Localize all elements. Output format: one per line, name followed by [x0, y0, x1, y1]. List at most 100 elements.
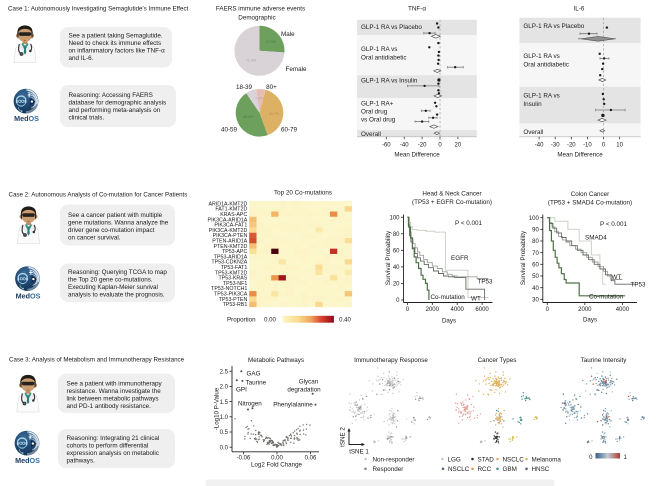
svg-text:driver gene co-mutation impact: driver gene co-mutation impact	[68, 227, 155, 234]
svg-text:STAD: STAD	[478, 457, 495, 464]
svg-text:Top 20 Co-mutations: Top 20 Co-mutations	[274, 190, 332, 197]
svg-text:0: 0	[438, 142, 442, 148]
svg-text:Responder: Responder	[373, 466, 404, 473]
svg-text:database for demographic analy: database for demographic analysis	[69, 100, 167, 107]
svg-text:6000: 6000	[475, 307, 489, 313]
svg-text:EGFR: EGFR	[451, 255, 469, 262]
svg-text:GLP-1 RA vs Placebo: GLP-1 RA vs Placebo	[361, 24, 422, 31]
svg-text:0: 0	[546, 307, 550, 313]
svg-text:-40: -40	[400, 142, 409, 148]
svg-text:PIK3CA-ARID1A: PIK3CA-ARID1A	[208, 217, 248, 223]
svg-text:PTEN-ARID1A: PTEN-ARID1A	[212, 238, 247, 244]
svg-text:and IL-6.: and IL-6.	[69, 55, 94, 62]
svg-text:Mean Difference: Mean Difference	[394, 152, 440, 159]
svg-text:PIK3CA-KMT2D: PIK3CA-KMT2D	[209, 228, 248, 234]
svg-text:Days: Days	[442, 318, 456, 325]
svg-text:20: 20	[455, 142, 462, 148]
svg-text:TP53-APC: TP53-APC	[222, 249, 247, 255]
svg-text:GLP-1 RA vs: GLP-1 RA vs	[523, 93, 559, 100]
svg-text:80: 80	[532, 239, 539, 245]
svg-text:-20: -20	[418, 142, 427, 148]
svg-text:FAT1-KMT2D: FAT1-KMT2D	[215, 207, 247, 213]
svg-text:10: 10	[616, 142, 623, 148]
svg-text:and performing meta-analysis o: and performing meta-analysis on	[69, 107, 161, 114]
svg-text:Cancer Types: Cancer Types	[478, 357, 517, 364]
svg-text:0.5: 0.5	[220, 430, 229, 436]
svg-text:Survival Probability: Survival Probability	[385, 230, 392, 285]
svg-text:(TP53 + SMAD4 Co-mutation): (TP53 + SMAD4 Co-mutation)	[548, 200, 632, 207]
svg-text:50: 50	[532, 274, 539, 280]
svg-text:Case 2: Autonomous Analysis of: Case 2: Autonomous Analysis of Co-mutati…	[9, 192, 188, 199]
svg-text:Phenylalanine: Phenylalanine	[273, 402, 313, 409]
svg-text:GAG: GAG	[247, 371, 261, 378]
svg-text:0.00: 0.00	[264, 318, 276, 324]
svg-text:Reasoning: Integrating 21 clin: Reasoning: Integrating 21 clinical	[67, 435, 160, 442]
svg-text:Female: Female	[286, 66, 307, 73]
svg-text:Glycan: Glycan	[299, 379, 319, 386]
svg-text:4.85%: 4.85%	[256, 97, 265, 101]
svg-text:Male: Male	[281, 31, 295, 38]
svg-text:Overall: Overall	[523, 129, 543, 136]
svg-text:Overall: Overall	[361, 131, 381, 138]
svg-text:RCC: RCC	[478, 466, 492, 473]
svg-text:4000: 4000	[451, 307, 465, 313]
svg-text:vs Oral drug: vs Oral drug	[361, 117, 396, 124]
svg-text:Taurine Intensity: Taurine Intensity	[581, 357, 628, 364]
svg-text:FAERS immune adverse events: FAERS immune adverse events	[216, 6, 305, 13]
svg-text:TP53: TP53	[478, 279, 494, 286]
svg-text:0: 0	[396, 298, 400, 304]
svg-text:27.6%: 27.6%	[266, 40, 277, 44]
svg-text:0: 0	[406, 307, 410, 313]
svg-text:PTEN-KMT2D: PTEN-KMT2D	[213, 244, 247, 250]
svg-text:TP53-PIK3CA: TP53-PIK3CA	[214, 292, 248, 298]
svg-text:2.0: 2.0	[220, 385, 229, 391]
svg-text:-30: -30	[551, 142, 560, 148]
svg-text:P < 0.001: P < 0.001	[455, 220, 483, 227]
svg-text:GPI: GPI	[236, 387, 247, 394]
svg-text:ARID1A-KMT2D: ARID1A-KMT2D	[208, 201, 247, 207]
svg-text:link between metabolic pathway: link between metabolic pathways	[67, 396, 159, 403]
svg-text:-40: -40	[535, 142, 544, 148]
svg-text:0.00: 0.00	[271, 456, 283, 462]
svg-text:1.5: 1.5	[220, 400, 229, 406]
svg-text:LGG: LGG	[448, 457, 461, 464]
svg-text:0: 0	[602, 142, 606, 148]
svg-text:-60: -60	[382, 142, 391, 148]
svg-text:Immunotherapy Response: Immunotherapy Response	[354, 357, 428, 364]
svg-text:Case 1: Autonomously Investiga: Case 1: Autonomously Investigating Semag…	[8, 6, 189, 13]
svg-text:SMAD4: SMAD4	[585, 235, 607, 242]
svg-text:1: 1	[624, 455, 628, 461]
svg-text:GLP-1 RA vs: GLP-1 RA vs	[523, 53, 559, 60]
svg-text:IL-6: IL-6	[574, 6, 585, 13]
svg-text:Oral antidiabetic: Oral antidiabetic	[361, 55, 407, 62]
svg-text:NSCLC: NSCLC	[448, 466, 470, 473]
svg-text:Survival Probability: Survival Probability	[520, 230, 527, 285]
svg-text:GLP-1 RA vs: GLP-1 RA vs	[361, 46, 397, 53]
svg-text:expression analysis on metabol: expression analysis on metabolic	[67, 450, 159, 457]
svg-text:resistance. Wanna investigate: resistance. Wanna investigate the	[67, 388, 162, 395]
svg-text:TP53-NOTCH1: TP53-NOTCH1	[211, 286, 247, 292]
svg-text:See a patient with immunothera: See a patient with immunotherapy	[67, 381, 163, 388]
svg-text:analysis to evaluate the progn: analysis to evaluate the prognosis.	[68, 292, 165, 299]
svg-text:GBM: GBM	[503, 466, 517, 473]
svg-text:Taurine: Taurine	[246, 380, 267, 387]
svg-text:TP53-NF1: TP53-NF1	[223, 281, 247, 287]
svg-text:pathways.: pathways.	[67, 458, 96, 465]
svg-text:Executing Kaplan-Meier surviva: Executing Kaplan-Meier survival	[68, 284, 158, 291]
svg-text:60: 60	[532, 263, 539, 269]
svg-text:NSCLC: NSCLC	[503, 457, 525, 464]
svg-text:Co-mutation: Co-mutation	[589, 293, 624, 300]
svg-text:30: 30	[532, 298, 539, 304]
svg-text:Co-mutation: Co-mutation	[431, 294, 466, 301]
svg-text:TP53: TP53	[631, 282, 647, 289]
svg-text:cohorts to perform differentia: cohorts to perform differential	[67, 443, 149, 450]
svg-text:-10: -10	[583, 142, 592, 148]
svg-text:-20: -20	[567, 142, 576, 148]
svg-text:70: 70	[532, 251, 539, 257]
svg-text:See a patient taking Semagluti: See a patient taking Semaglutide.	[69, 33, 163, 40]
svg-text:80: 80	[393, 232, 400, 238]
svg-text:2.5: 2.5	[220, 369, 229, 375]
svg-text:60: 60	[393, 249, 400, 255]
svg-text:100: 100	[389, 215, 400, 221]
svg-text:Reasoning: Querying TCGA to ma: Reasoning: Querying TCGA to map	[68, 269, 167, 276]
